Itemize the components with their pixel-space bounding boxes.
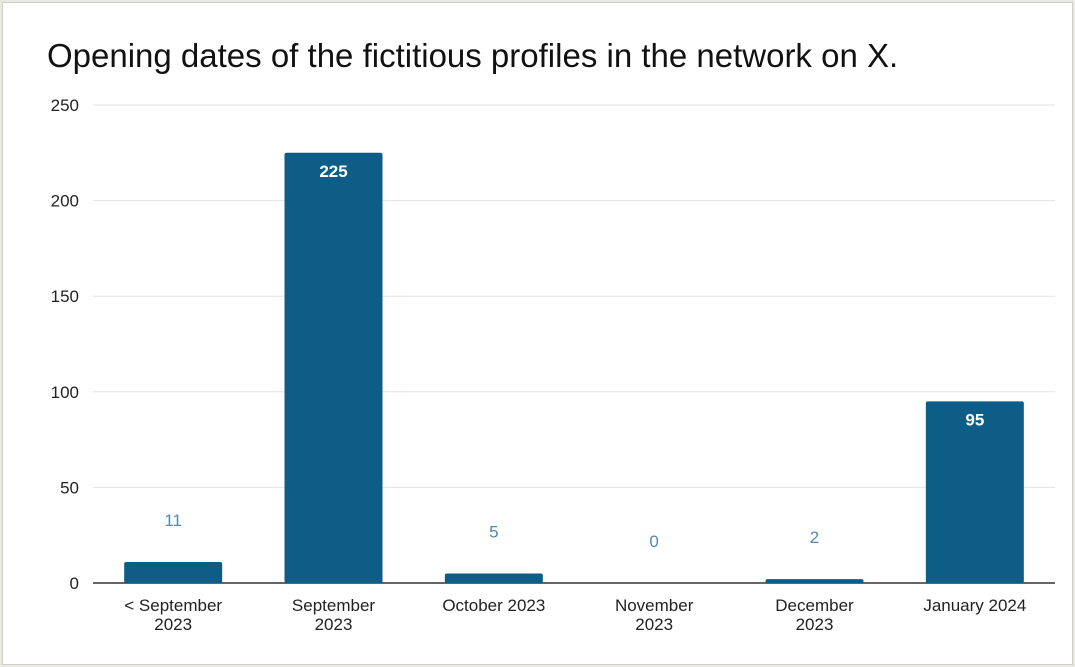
x-tick-label: 2023: [315, 615, 353, 634]
x-tick-label: December: [775, 596, 854, 615]
chart-title: Opening dates of the fictitious profiles…: [47, 37, 899, 74]
x-tick-label: 2023: [154, 615, 192, 634]
x-tick-label: 2023: [796, 615, 834, 634]
y-tick-label: 0: [70, 574, 79, 593]
x-tick-label: < September: [124, 596, 222, 615]
bar-value-label: 0: [649, 532, 658, 551]
bar[interactable]: [124, 561, 223, 583]
x-tick-label: January 2024: [923, 596, 1026, 615]
bar-value-label: 2: [810, 528, 819, 547]
bar-value-label: 5: [489, 522, 498, 541]
y-tick-label: 200: [51, 192, 79, 211]
y-tick-label: 50: [60, 478, 79, 497]
bar[interactable]: [765, 579, 864, 583]
bar[interactable]: [925, 401, 1024, 583]
y-tick-label: 250: [51, 96, 79, 115]
y-tick-label: 150: [51, 287, 79, 306]
bar-value-label: 225: [319, 162, 347, 181]
bar[interactable]: [284, 152, 383, 584]
bar-value-label: 11: [164, 511, 182, 530]
bar-value-label: 95: [965, 410, 984, 429]
x-tick-label: October 2023: [442, 596, 545, 615]
y-tick-label: 100: [51, 383, 79, 402]
x-tick-label: November: [615, 596, 694, 615]
x-tick-label: 2023: [635, 615, 673, 634]
x-tick-label: September: [292, 596, 375, 615]
bar[interactable]: [444, 573, 543, 583]
